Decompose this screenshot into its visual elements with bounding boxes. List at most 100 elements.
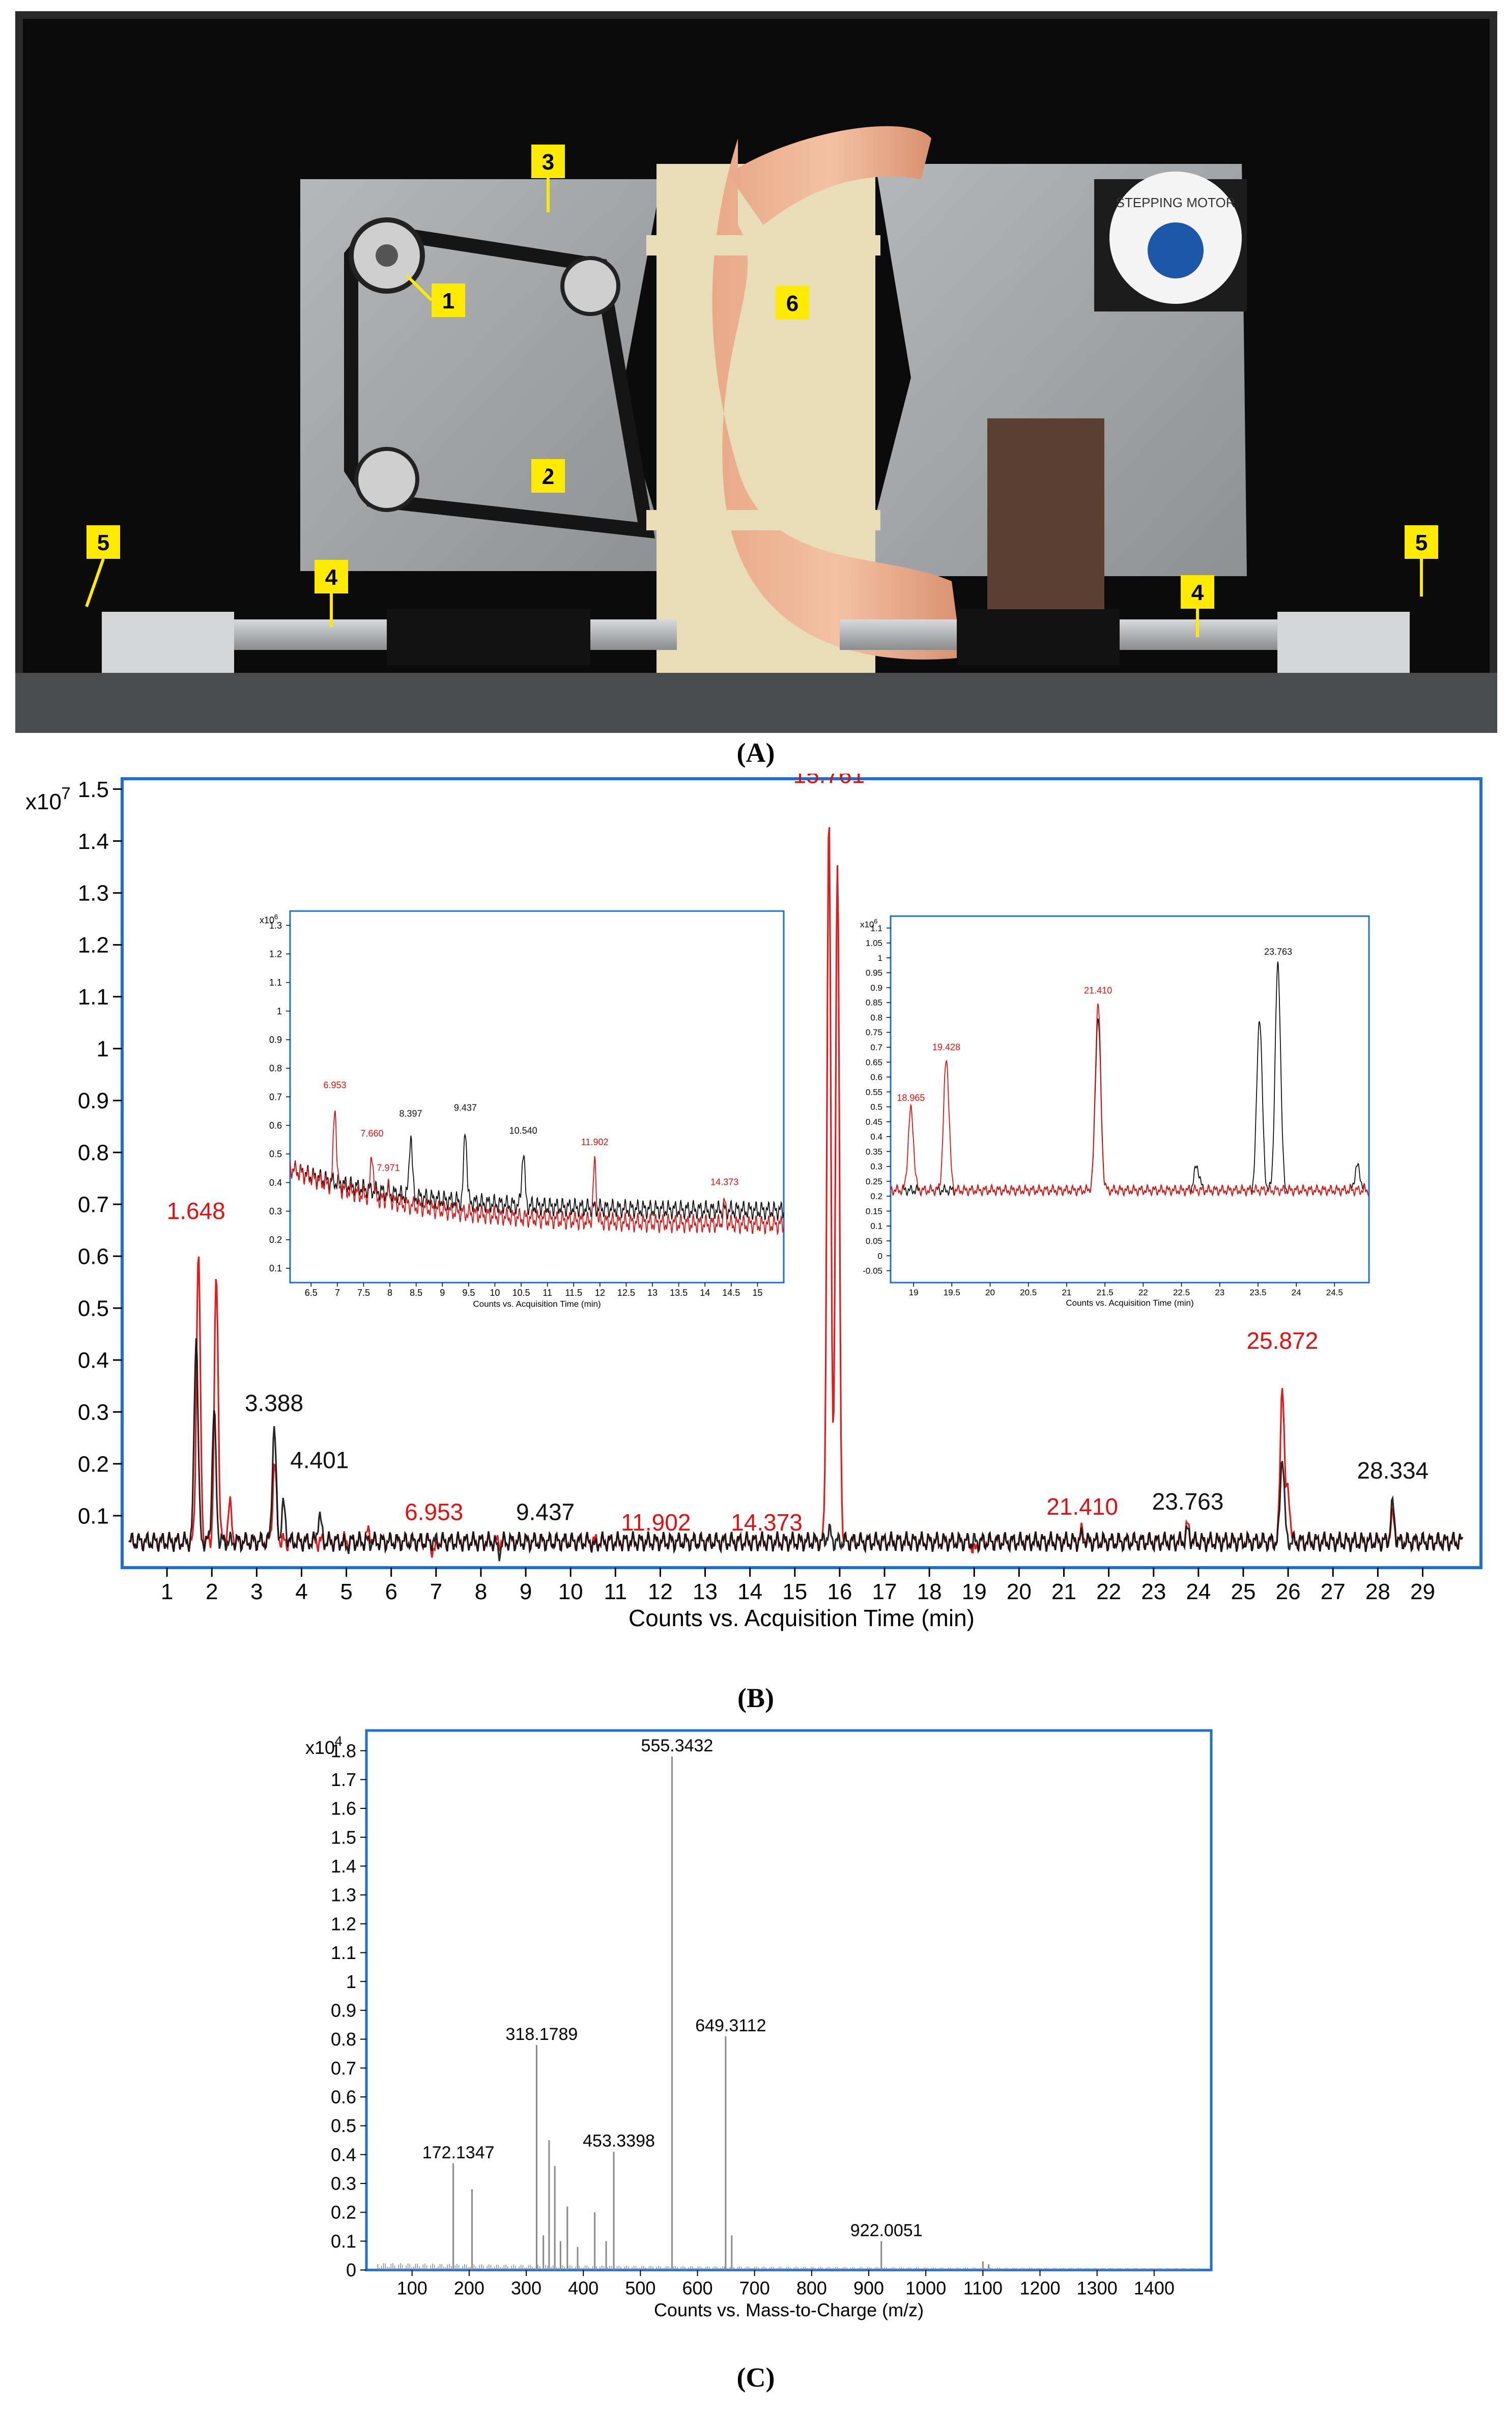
main-x-tick-label: 10 <box>558 1579 583 1604</box>
main-x-tick-label: 2 <box>206 1579 218 1604</box>
panel-label-c: (C) <box>736 2362 775 2393</box>
main-frame <box>121 777 1482 1569</box>
inset2-y-tick-label: 0.65 <box>866 1058 882 1067</box>
main-peak-label: 14.373 <box>731 1509 803 1536</box>
inset1-x-tick-label: 15 <box>752 1288 762 1298</box>
ms-x-tick-label: 1100 <box>963 2278 1003 2299</box>
inset1-peak-label: 6.953 <box>323 1080 346 1090</box>
inset2-y-tick-label: 1 <box>878 953 882 963</box>
ms-y-tick-label: 0.7 <box>331 2058 356 2079</box>
callout-3: 3 <box>531 145 565 178</box>
main-x-tick-label: 21 <box>1051 1579 1076 1604</box>
main-peak-label: 9.437 <box>516 1498 575 1525</box>
inset2-x-tick-label: 19.5 <box>944 1288 960 1297</box>
main-x-tick-label: 13 <box>693 1579 718 1604</box>
inset1-y-tick-label: 1.1 <box>269 978 282 988</box>
ms-peak-label: 453.3398 <box>583 2132 655 2151</box>
main-y-tick-label: 0.8 <box>78 1141 109 1166</box>
inset1-x-tick-label: 12.5 <box>617 1288 635 1298</box>
inset1-peak-label: 14.373 <box>710 1177 738 1187</box>
inset2-y-tick-label: 0.15 <box>866 1206 882 1216</box>
inset2-multiplier: x10 <box>860 920 874 929</box>
ms-x-tick-label: 800 <box>796 2278 827 2299</box>
inset2-y-tick-label: 0.95 <box>866 968 882 978</box>
mass-spectrum-chart: 0 0.1 0.2 0.3 0.4 0.5 0.6 0.7 0.8 0.9 1 1.1 1.2 1.3 1.… <box>305 1729 1213 2320</box>
inset2-y-tick-label: 0.5 <box>870 1102 882 1112</box>
svg-text:4: 4 <box>325 565 338 590</box>
inset2-peak-label: 21.410 <box>1084 985 1112 996</box>
svg-text:5: 5 <box>1415 530 1428 555</box>
inset1-series-black <box>290 1133 784 1222</box>
inset2-y-tick-label: 0.7 <box>870 1043 882 1053</box>
inset2-y-tick-label: 1.05 <box>866 939 882 948</box>
inset1-y-tick-label: 1 <box>277 1006 282 1016</box>
inset1-x-tick-label: 8 <box>387 1288 392 1298</box>
inset1-y-tick-label: 0.3 <box>269 1206 282 1216</box>
inset1-y-tick-label: 0.1 <box>269 1263 282 1273</box>
ms-x-tick-label: 300 <box>511 2278 541 2299</box>
main-x-tick-label: 20 <box>1007 1579 1032 1604</box>
ms-y-tick-label: 0.2 <box>331 2202 356 2223</box>
inset2-y-tick-label: 0 <box>878 1251 882 1261</box>
inset1-x-tick-label: 9.5 <box>462 1288 475 1298</box>
main-x-axis-label: Counts vs. Acquisition Time (min) <box>629 1605 975 1631</box>
inset2-x-tick-label: 23.5 <box>1249 1288 1266 1297</box>
inset1-y-tick-label: 0.7 <box>269 1092 282 1102</box>
main-peak-label: 21.410 <box>1046 1493 1118 1520</box>
chromatogram-chart: 0.1 0.2 0.3 0.4 0.5 0.6 0.7 0.8 0.9 1 1.1 1.2 1.3 1.4… <box>25 774 1482 1631</box>
main-y-tick-label: 1.3 <box>78 881 109 906</box>
inset2-y-tick-label: 0.25 <box>866 1177 882 1186</box>
inset1-y-tick-label: 0.5 <box>269 1149 282 1159</box>
main-y-tick-label: 0.2 <box>78 1452 109 1477</box>
ms-y-tick-label: 0.9 <box>331 2000 356 2021</box>
callout-6: 6 <box>776 286 809 320</box>
inset1-peak-label: 11.902 <box>581 1137 609 1147</box>
ms-y-tick-label: 0.1 <box>331 2231 356 2252</box>
ms-x-tick-label: 1300 <box>1077 2278 1118 2299</box>
inset2-y-tick-label: 0.75 <box>866 1028 882 1037</box>
ms-x-tick-label: 1000 <box>905 2278 946 2299</box>
main-peak-label: 6.953 <box>405 1498 463 1525</box>
main-peak-label: 15.761 <box>793 774 865 788</box>
main-peak-label: 3.388 <box>245 1389 303 1416</box>
inset2-y-tick-label: 0.3 <box>870 1162 882 1172</box>
main-x-tick-label: 14 <box>737 1579 762 1604</box>
main-peak-label: 11.902 <box>621 1509 691 1536</box>
ms-y-tick-label: 0.5 <box>331 2115 356 2136</box>
main-x-tick-label: 28 <box>1365 1579 1390 1604</box>
pulley-2 <box>560 256 620 316</box>
main-x-tick-label: 19 <box>962 1579 987 1604</box>
main-peak-label: 23.763 <box>1152 1488 1224 1515</box>
inset1-multiplier-exponent: 6 <box>274 913 278 921</box>
main-x-tick-label: 18 <box>917 1579 942 1604</box>
main-x-tick-label: 22 <box>1096 1579 1121 1604</box>
inset2-x-tick-label: 21 <box>1062 1288 1071 1297</box>
ms-frame <box>365 1729 1213 2272</box>
inset2-y-tick-label: 0.55 <box>866 1087 882 1097</box>
inset1-background <box>290 911 784 1283</box>
callout-5-left: 5 <box>87 525 120 559</box>
inset1-x-tick-label: 13 <box>647 1288 658 1298</box>
motor-label: STEPPING MOTOR <box>1116 195 1236 210</box>
main-y-tick-label: 0.5 <box>78 1296 109 1321</box>
main-x-tick-label: 3 <box>250 1579 263 1604</box>
inset1-series-red <box>290 1110 784 1236</box>
bench-surface <box>15 673 1497 733</box>
ms-y-tick-label: 1.3 <box>331 1885 356 1906</box>
main-x-tick-label: 17 <box>872 1579 897 1604</box>
main-x-tick-label: 6 <box>385 1579 397 1604</box>
ms-y-tick-label: 1.7 <box>331 1769 356 1790</box>
inset2-x-tick-label: 22.5 <box>1173 1288 1190 1297</box>
main-y-tick-label: 0.3 <box>78 1400 109 1425</box>
main-x-tick-label: 29 <box>1410 1579 1435 1604</box>
ms-x-tick-label: 600 <box>682 2278 713 2299</box>
main-x-tick-label: 1 <box>161 1579 173 1604</box>
inset1-x-tick-label: 13.5 <box>670 1288 688 1298</box>
inset2-x-tick-label: 24.5 <box>1326 1288 1343 1297</box>
main-x-tick-label: 7 <box>430 1579 442 1604</box>
inset1-y-tick-label: 0.4 <box>269 1178 282 1188</box>
callout-4-right: 4 <box>1181 575 1214 609</box>
inset2-x-tick-label: 21.5 <box>1097 1288 1114 1297</box>
inset2-x-tick-label: 19 <box>909 1288 919 1297</box>
inset1-x-tick-label: 14.5 <box>722 1288 740 1298</box>
